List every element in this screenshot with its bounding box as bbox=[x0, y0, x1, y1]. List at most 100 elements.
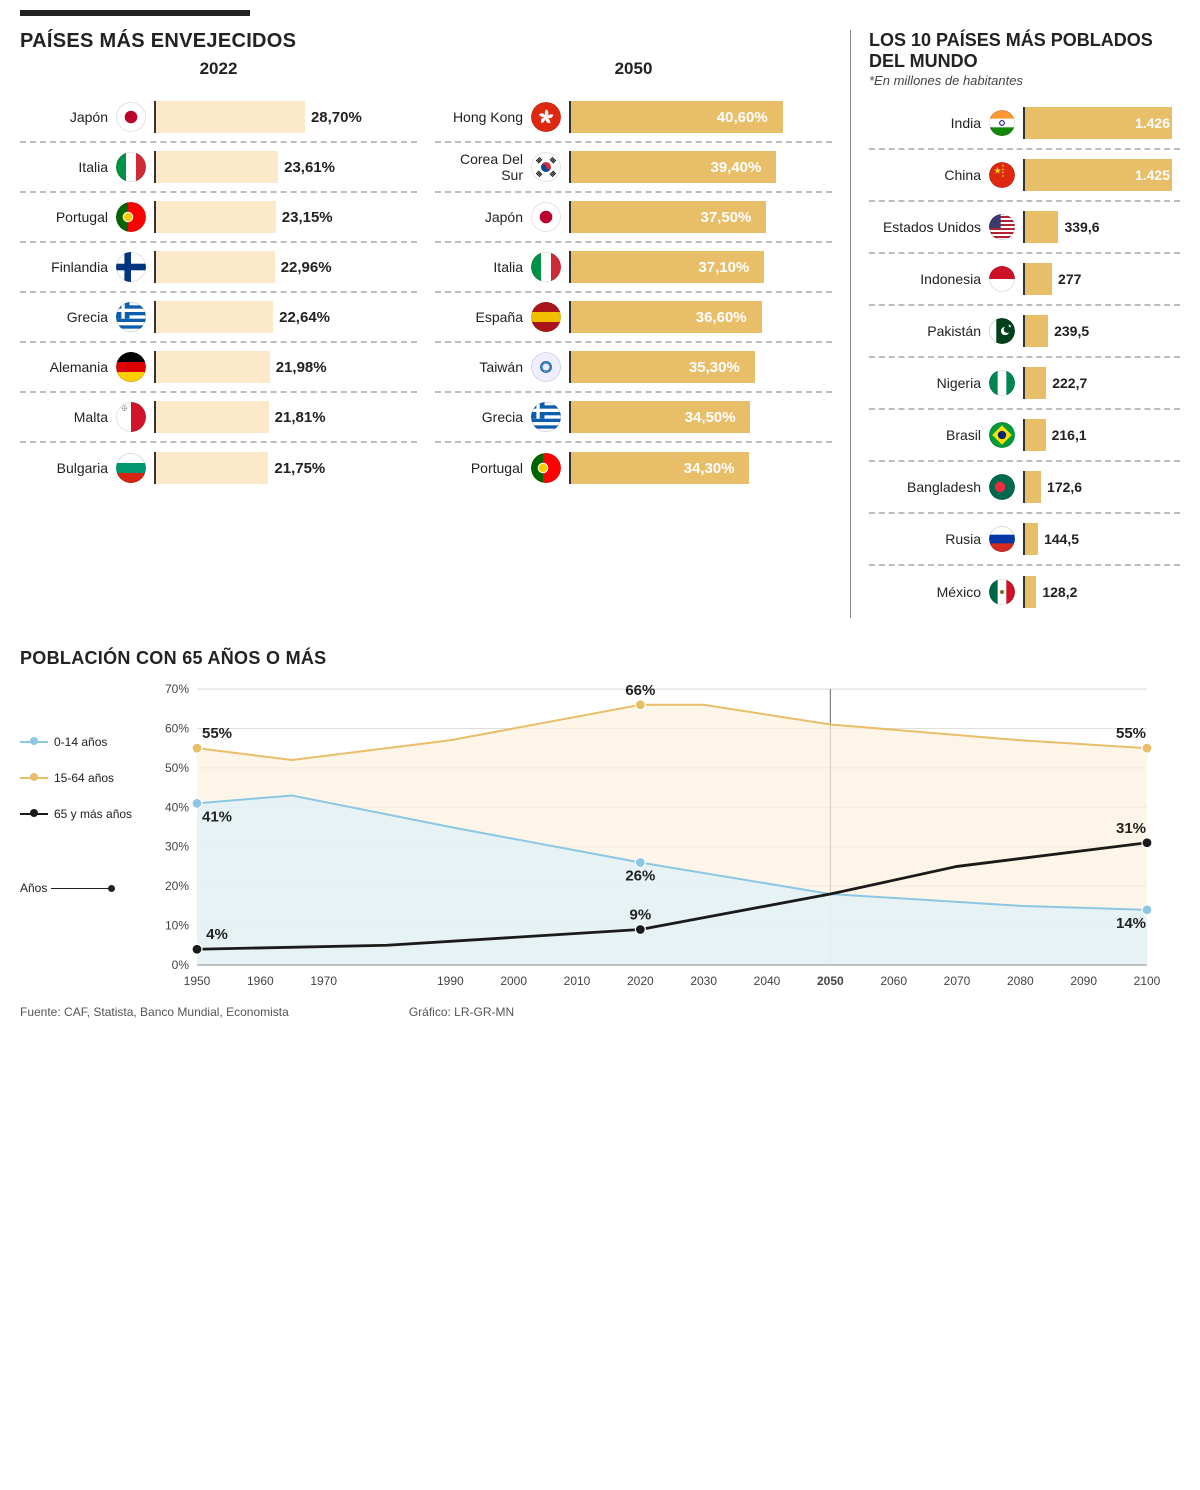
svg-text:41%: 41% bbox=[202, 809, 232, 826]
aging-col-2050: 2050 Hong Kong 40,60% Corea Del Sur 39,4… bbox=[435, 59, 832, 493]
flag-icon bbox=[531, 302, 561, 332]
aging-row: Japón 37,50% bbox=[435, 193, 832, 243]
flag-icon bbox=[531, 402, 561, 432]
flag-icon bbox=[116, 252, 146, 282]
country-label: Bangladesh bbox=[869, 479, 981, 495]
bar-wrap: 239,5 bbox=[1023, 315, 1180, 347]
pop-row: Brasil 216,1 bbox=[869, 410, 1180, 462]
country-label: Corea Del Sur bbox=[435, 151, 523, 183]
aging-section: PAÍSES MÁS ENVEJECIDOS 2022 Japón 28,70%… bbox=[20, 30, 832, 618]
aging-row: Portugal 23,15% bbox=[20, 193, 417, 243]
legend-item: 0-14 años bbox=[20, 735, 135, 749]
pop-row: Rusia 144,5 bbox=[869, 514, 1180, 566]
bar-value: 23,61% bbox=[284, 159, 335, 176]
bar-wrap: 21,98% bbox=[154, 351, 417, 383]
flag-icon bbox=[989, 579, 1015, 605]
flag-icon bbox=[116, 302, 146, 332]
svg-text:4%: 4% bbox=[206, 927, 228, 944]
bar-value: 239,5 bbox=[1054, 323, 1089, 339]
flag-icon: ✠ bbox=[116, 402, 146, 432]
legend-dot-icon bbox=[30, 737, 38, 745]
svg-text:2070: 2070 bbox=[944, 974, 971, 988]
bar-value: 22,64% bbox=[279, 309, 330, 326]
bar bbox=[154, 452, 268, 484]
bar-value: 21,81% bbox=[275, 409, 326, 426]
aging-row: Alemania 21,98% bbox=[20, 343, 417, 393]
bar-wrap: 1.426 bbox=[1023, 107, 1180, 139]
x-axis-label: Años bbox=[20, 881, 135, 895]
bar bbox=[1023, 315, 1048, 347]
bar-wrap: 34,30% bbox=[569, 452, 832, 484]
svg-text:2040: 2040 bbox=[754, 974, 781, 988]
bar-wrap: 339,6 bbox=[1023, 211, 1180, 243]
bar-wrap: 21,75% bbox=[154, 452, 417, 484]
bar-wrap: 22,96% bbox=[154, 251, 417, 283]
aging-row: Italia 23,61% bbox=[20, 143, 417, 193]
bar-wrap: 21,81% bbox=[154, 401, 417, 433]
bar bbox=[154, 251, 275, 283]
bar-wrap: 22,64% bbox=[154, 301, 417, 333]
bar-wrap: 128,2 bbox=[1023, 576, 1180, 608]
flag-icon bbox=[989, 526, 1015, 552]
bar-value: 222,7 bbox=[1052, 375, 1087, 391]
legend-label: 65 y más años bbox=[54, 807, 132, 821]
aging-title: PAÍSES MÁS ENVEJECIDOS bbox=[20, 30, 832, 53]
country-label: Indonesia bbox=[869, 271, 981, 287]
bar-value: 40,60% bbox=[717, 109, 822, 126]
bar-wrap: 23,15% bbox=[154, 201, 417, 233]
bar-value: 1.425 bbox=[1135, 167, 1170, 183]
bar-wrap: 222,7 bbox=[1023, 367, 1180, 399]
bar-value: 21,75% bbox=[274, 460, 325, 477]
flag-icon bbox=[989, 266, 1015, 292]
bar-value: 35,30% bbox=[689, 359, 822, 376]
flag-icon bbox=[531, 102, 561, 132]
footer-credit: Gráfico: LR-GR-MN bbox=[409, 1005, 514, 1019]
bar-value: 216,1 bbox=[1052, 427, 1087, 443]
legend-dot-icon bbox=[30, 809, 38, 817]
pop-row: Bangladesh 172,6 bbox=[869, 462, 1180, 514]
bar-value: 37,50% bbox=[701, 209, 823, 226]
svg-text:1990: 1990 bbox=[437, 974, 464, 988]
aging-row: Japón 28,70% bbox=[20, 93, 417, 143]
bar bbox=[1023, 211, 1058, 243]
country-label: Portugal bbox=[20, 209, 108, 225]
year-2050-label: 2050 bbox=[435, 59, 832, 79]
bar-wrap: 37,50% bbox=[569, 201, 832, 233]
svg-text:55%: 55% bbox=[202, 726, 232, 743]
line-chart-svg: 0%10%20%30%40%50%60%70%19501960197019902… bbox=[147, 675, 1180, 995]
svg-text:26%: 26% bbox=[625, 868, 655, 885]
bar-wrap: 39,40% bbox=[569, 151, 832, 183]
pop-row: Indonesia 277 bbox=[869, 254, 1180, 306]
bar-wrap: 34,50% bbox=[569, 401, 832, 433]
main-grid: PAÍSES MÁS ENVEJECIDOS 2022 Japón 28,70%… bbox=[20, 30, 1180, 618]
svg-text:9%: 9% bbox=[629, 907, 651, 924]
country-label: Japón bbox=[435, 209, 523, 225]
country-label: Italia bbox=[435, 259, 523, 275]
country-label: Japón bbox=[20, 109, 108, 125]
pop-row: Pakistán ★ 239,5 bbox=[869, 306, 1180, 358]
bar-wrap: 144,5 bbox=[1023, 523, 1180, 555]
bar bbox=[154, 301, 273, 333]
flag-icon bbox=[989, 110, 1015, 136]
svg-text:2030: 2030 bbox=[690, 974, 717, 988]
footer-source: Fuente: CAF, Statista, Banco Mundial, Ec… bbox=[20, 1005, 289, 1019]
bar bbox=[1023, 367, 1046, 399]
aging-row: Portugal 34,30% bbox=[435, 443, 832, 493]
bar-value: 34,50% bbox=[685, 409, 822, 426]
bar bbox=[1023, 576, 1036, 608]
country-label: India bbox=[869, 115, 981, 131]
flag-icon bbox=[116, 152, 146, 182]
flag-icon: ★ bbox=[989, 318, 1015, 344]
bar-wrap: 216,1 bbox=[1023, 419, 1180, 451]
bar-value: 277 bbox=[1058, 271, 1081, 287]
country-label: Pakistán bbox=[869, 323, 981, 339]
country-label: Finlandia bbox=[20, 259, 108, 275]
flag-icon bbox=[989, 370, 1015, 396]
bar-wrap: 23,61% bbox=[154, 151, 417, 183]
country-label: Bulgaria bbox=[20, 460, 108, 476]
svg-text:2050: 2050 bbox=[817, 974, 844, 988]
aging-row: Malta ✠ 21,81% bbox=[20, 393, 417, 443]
bar bbox=[154, 201, 276, 233]
bar-wrap: 277 bbox=[1023, 263, 1180, 295]
bar-wrap: 40,60% bbox=[569, 101, 832, 133]
